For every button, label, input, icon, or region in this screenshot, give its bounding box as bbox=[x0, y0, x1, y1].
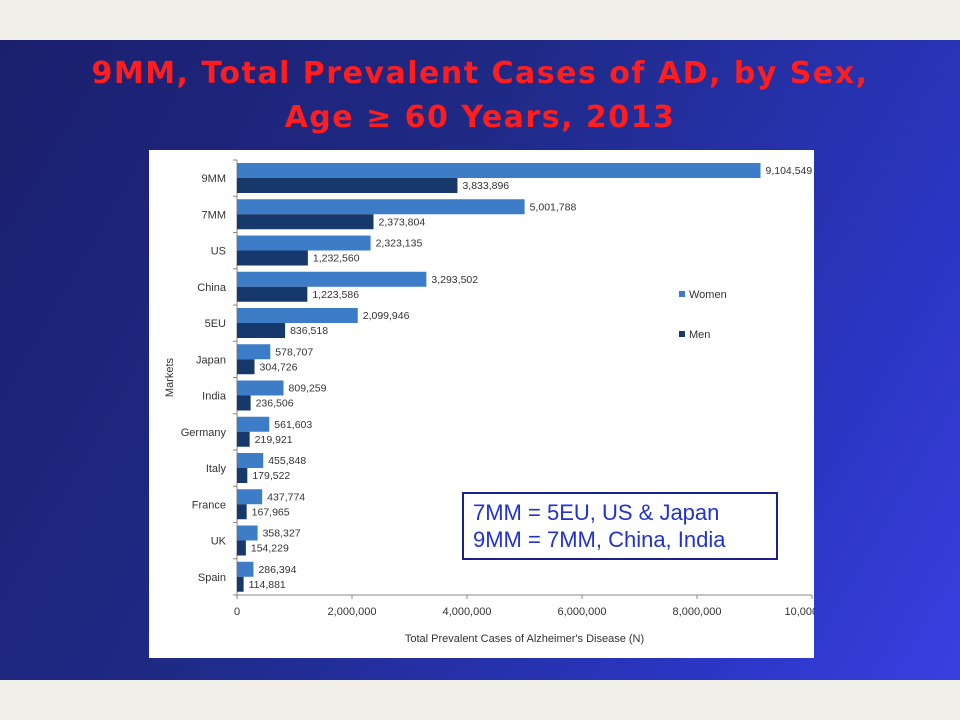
data-label-men: 2,373,804 bbox=[378, 216, 425, 228]
category-label: France bbox=[192, 499, 226, 511]
definition-note: 7MM = 5EU, US & Japan 9MM = 7MM, China, … bbox=[462, 492, 778, 560]
data-label-men: 304,726 bbox=[260, 361, 298, 373]
category-label: US bbox=[211, 246, 226, 258]
x-tick-label: 4,000,000 bbox=[443, 606, 492, 618]
data-label-men: 179,522 bbox=[252, 470, 290, 482]
title-line-2: Age ≥ 60 Years, 2013 bbox=[284, 100, 676, 135]
data-label-women: 286,394 bbox=[258, 564, 296, 576]
legend-swatch-women bbox=[679, 291, 685, 297]
bar-women bbox=[237, 561, 254, 577]
data-label-women: 437,774 bbox=[267, 491, 305, 503]
bar-men bbox=[237, 395, 251, 411]
category-label: Italy bbox=[206, 463, 227, 475]
bar-women bbox=[237, 163, 761, 178]
x-axis-title: Total Prevalent Cases of Alzheimer's Dis… bbox=[405, 633, 644, 645]
data-label-women: 809,259 bbox=[289, 383, 327, 395]
bar-men bbox=[237, 286, 308, 302]
legend-label-women: Women bbox=[689, 289, 727, 301]
data-label-women: 5,001,788 bbox=[530, 201, 577, 213]
data-label-men: 1,232,560 bbox=[313, 253, 360, 265]
data-label-women: 2,323,135 bbox=[376, 238, 423, 250]
bar-chart: 9MM 9,104,549 3,833,896 7MM 5,001,788 2,373,8… bbox=[164, 159, 814, 645]
chart-panel: 9MM 9,104,549 3,833,896 7MM 5,001,788 2,373,8… bbox=[149, 150, 814, 658]
bar-men bbox=[237, 468, 248, 483]
x-tick-label: 10,000,000 bbox=[784, 606, 814, 618]
slide-title: 9MM, Total Prevalent Cases of AD, by Sex… bbox=[0, 52, 960, 140]
data-label-men: 114,881 bbox=[249, 579, 286, 591]
note-line-2: 9MM = 7MM, China, India bbox=[473, 527, 726, 552]
bar-men bbox=[237, 323, 286, 338]
x-tick-label: 2,000,000 bbox=[328, 606, 377, 618]
bar-women bbox=[237, 380, 284, 396]
note-line-1: 7MM = 5EU, US & Japan bbox=[473, 500, 720, 525]
category-label: 5EU bbox=[205, 318, 226, 330]
legend-swatch-men bbox=[679, 331, 685, 337]
data-label-women: 358,327 bbox=[263, 528, 301, 540]
data-label-women: 561,603 bbox=[274, 419, 312, 431]
bar-women bbox=[237, 344, 271, 360]
bar-women bbox=[237, 199, 525, 215]
bar-men bbox=[237, 540, 246, 556]
category-label: India bbox=[202, 391, 227, 403]
category-label: China bbox=[197, 282, 227, 294]
data-label-men: 836,518 bbox=[290, 325, 328, 337]
bar-women bbox=[237, 525, 258, 541]
bar-women bbox=[237, 235, 371, 251]
data-label-women: 3,293,502 bbox=[431, 274, 478, 286]
category-label: UK bbox=[211, 536, 227, 548]
bar-women bbox=[237, 416, 270, 432]
title-line-1: 9MM, Total Prevalent Cases of AD, by Sex… bbox=[91, 56, 869, 91]
data-label-women: 578,707 bbox=[275, 346, 313, 358]
data-label-men: 219,921 bbox=[255, 434, 293, 446]
bar-men bbox=[237, 214, 374, 230]
category-label: Spain bbox=[198, 572, 226, 584]
data-label-men: 1,223,586 bbox=[312, 289, 359, 301]
bar-men bbox=[237, 359, 255, 375]
y-axis-title: Markets bbox=[164, 357, 176, 397]
bar-men bbox=[237, 250, 308, 266]
bar-men bbox=[237, 576, 244, 592]
x-tick-label: 6,000,000 bbox=[558, 606, 607, 618]
bar-women bbox=[237, 308, 358, 323]
data-label-men: 167,965 bbox=[252, 506, 290, 518]
legend-label-men: Men bbox=[689, 329, 710, 341]
x-tick-label: 0 bbox=[234, 606, 240, 618]
category-label: 9MM bbox=[202, 173, 226, 185]
data-label-men: 236,506 bbox=[256, 398, 294, 410]
bar-men bbox=[237, 504, 247, 520]
bar-men bbox=[237, 431, 250, 447]
x-tick-label: 8,000,000 bbox=[673, 606, 722, 618]
category-label: Japan bbox=[196, 354, 226, 366]
category-label: Germany bbox=[181, 427, 227, 439]
category-label: 7MM bbox=[202, 209, 226, 221]
bar-men bbox=[237, 178, 458, 193]
data-label-women: 455,848 bbox=[268, 455, 306, 467]
bar-women bbox=[237, 489, 263, 505]
data-label-women: 2,099,946 bbox=[363, 310, 410, 322]
bar-women bbox=[237, 453, 264, 468]
data-label-men: 154,229 bbox=[251, 543, 289, 555]
bar-women bbox=[237, 271, 427, 287]
data-label-women: 9,104,549 bbox=[766, 165, 813, 177]
data-label-men: 3,833,896 bbox=[462, 180, 509, 192]
